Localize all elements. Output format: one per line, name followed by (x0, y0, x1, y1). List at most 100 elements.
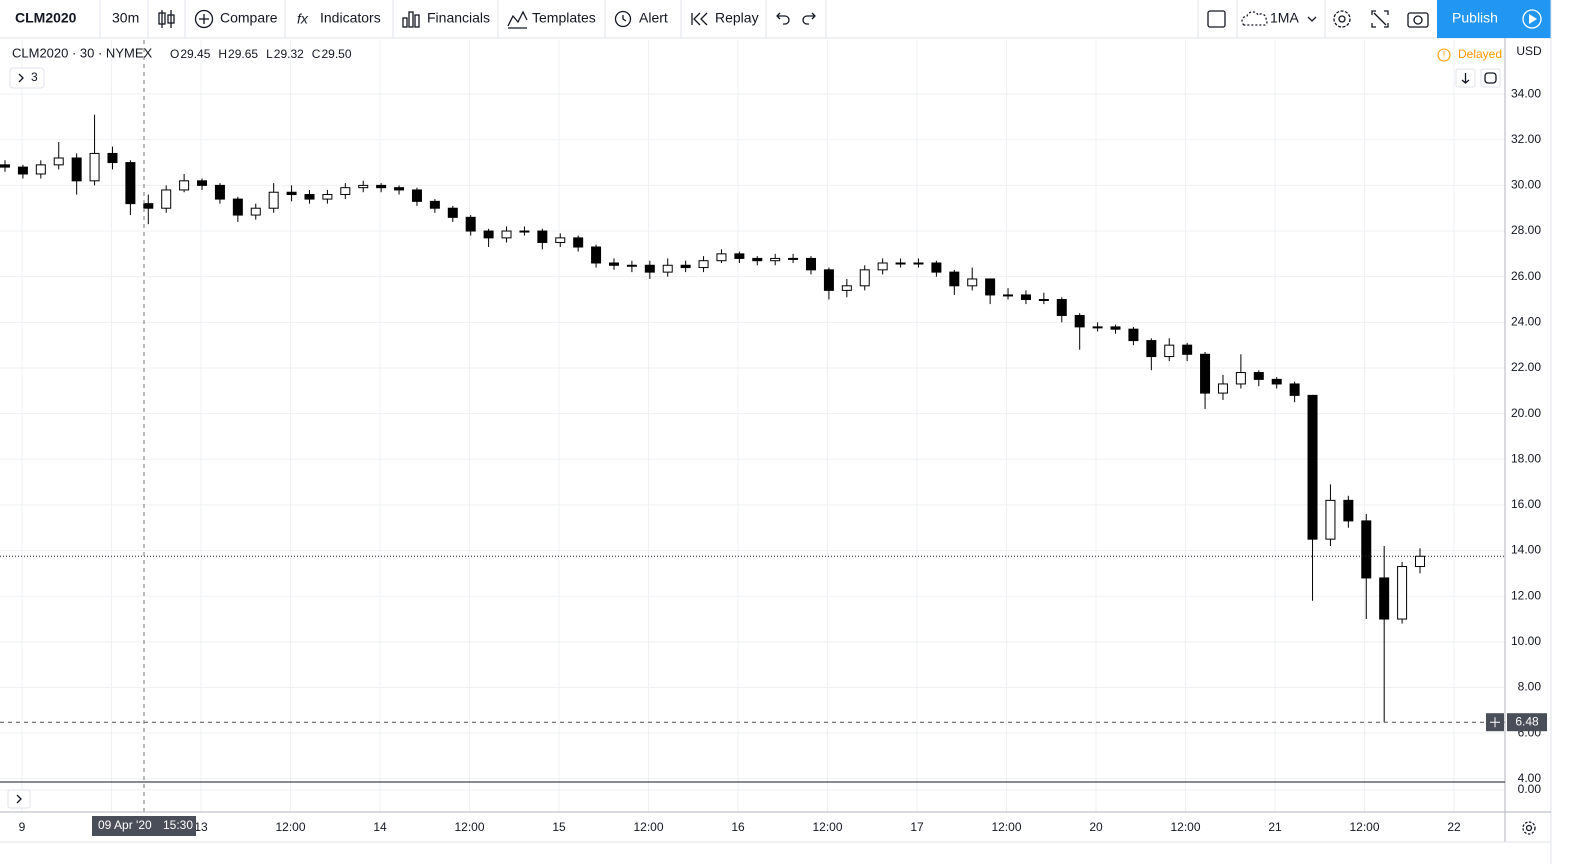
alert-icon[interactable] (614, 10, 632, 28)
candle-body (1289, 383, 1300, 396)
x-tick-label: 9 (19, 820, 26, 834)
candle-body (1092, 326, 1103, 329)
replay-button[interactable]: Replay (715, 10, 759, 26)
candle-body (1200, 353, 1211, 394)
redo-button[interactable] (802, 12, 816, 25)
candle-body (573, 237, 584, 248)
layout-menu[interactable] (1307, 16, 1317, 22)
crosshair-time-label: 15:30 (163, 818, 193, 832)
candle-body (626, 264, 637, 267)
ohlc-key: H (218, 47, 227, 61)
candle-body (1361, 520, 1372, 579)
candle-body (376, 184, 387, 189)
candle-body (483, 230, 494, 239)
symbol-button[interactable]: CLM2020 (15, 10, 77, 26)
candle-body (519, 230, 530, 233)
settings-button[interactable] (1333, 10, 1351, 28)
candle-body (716, 253, 727, 262)
candle-body (1343, 499, 1354, 522)
candle-body (1074, 314, 1085, 328)
y-tick-label: 8.00 (1518, 680, 1542, 694)
indicators-button[interactable]: Indicators (320, 10, 381, 26)
y-tick-label: 34.00 (1511, 86, 1541, 100)
templates-icon[interactable] (507, 10, 528, 29)
candle-body (304, 194, 315, 200)
candle-body (1003, 294, 1014, 297)
x-tick-label: 12:00 (633, 820, 663, 834)
candle-body (985, 278, 996, 296)
compare-button[interactable]: Compare (220, 10, 278, 26)
candle-body (662, 264, 673, 273)
candle-body (107, 152, 118, 164)
studies-toggle-icon[interactable] (18, 73, 24, 83)
studies-count[interactable]: 3 (31, 70, 38, 84)
y-tick-label: 14.00 (1511, 543, 1541, 557)
undo-button[interactable] (776, 12, 790, 25)
studies-toggle[interactable] (9, 67, 45, 89)
candle-body (501, 230, 512, 239)
time-axis-settings[interactable] (1522, 821, 1536, 835)
x-tick-label: 15 (552, 820, 566, 834)
candle-body (608, 262, 619, 266)
fullscreen-button[interactable] (1371, 10, 1389, 28)
candle-body (1325, 499, 1336, 540)
candle-body (71, 157, 82, 182)
ohlc-value: 29.32 (274, 47, 304, 61)
financials-icon[interactable] (402, 11, 420, 28)
candle-body (268, 191, 279, 209)
candle-body (734, 253, 745, 259)
candle-body (895, 262, 906, 265)
stream-icon (1522, 9, 1542, 29)
candle-body (1307, 394, 1318, 540)
ohlc-value: 29.50 (321, 47, 351, 61)
x-tick-label: 22 (1447, 820, 1461, 834)
x-tick-label: 13 (194, 820, 208, 834)
right-sidebar (1551, 0, 1594, 864)
candle-body (214, 184, 225, 200)
x-tick-label: 12:00 (275, 820, 305, 834)
x-tick-label: 20 (1089, 820, 1103, 834)
candle-body (841, 285, 852, 291)
indicator-toggle[interactable] (7, 789, 31, 809)
indicator-tick-label: 0.00 (1518, 782, 1542, 796)
snapshot-button[interactable] (1407, 12, 1429, 28)
templates-button[interactable]: Templates (532, 10, 596, 26)
candle-body (1415, 555, 1425, 568)
candle-body (1235, 372, 1246, 385)
reset-button[interactable] (1480, 68, 1501, 88)
replay-icon[interactable] (691, 12, 708, 26)
cloud-icon[interactable] (1241, 11, 1268, 26)
delayed-label: Delayed (1458, 47, 1502, 61)
compare-icon[interactable] (194, 9, 214, 29)
indicators-icon[interactable]: fx (297, 11, 309, 27)
alert-button[interactable]: Alert (639, 10, 668, 26)
candle-body (931, 262, 942, 273)
reset-icon[interactable] (1484, 72, 1497, 84)
chart-type-button[interactable] (158, 10, 175, 28)
ohlc-key: L (266, 47, 273, 61)
financials-button[interactable]: Financials (427, 10, 490, 26)
crosshair-add-icon (1490, 717, 1500, 728)
scroll-icon[interactable] (1461, 73, 1470, 84)
candle-body (340, 187, 351, 196)
candle-body (125, 162, 136, 205)
publish-label[interactable]: Publish (1452, 10, 1498, 26)
y-tick-label: 20.00 (1511, 406, 1541, 420)
x-tick-label: 12:00 (812, 820, 842, 834)
indicator-toggle-icon[interactable] (16, 794, 22, 804)
y-tick-label: 18.00 (1511, 451, 1541, 465)
layout-select-button[interactable] (1207, 10, 1226, 28)
candle-body (555, 237, 566, 243)
layout-name[interactable]: 1MA (1270, 10, 1299, 26)
y-tick-label: 26.00 (1511, 269, 1541, 283)
candle-body (680, 264, 691, 269)
toolbar: CLM2020 30m Compare fx Indicators Financ… (0, 0, 1594, 39)
candle-body (429, 200, 440, 209)
interval-button[interactable]: 30m (112, 10, 139, 26)
publish-button[interactable] (1437, 0, 1513, 38)
x-tick-label: 12:00 (1170, 820, 1200, 834)
candle-body (770, 257, 781, 262)
candle-body (537, 230, 548, 243)
candle-body (143, 203, 154, 209)
